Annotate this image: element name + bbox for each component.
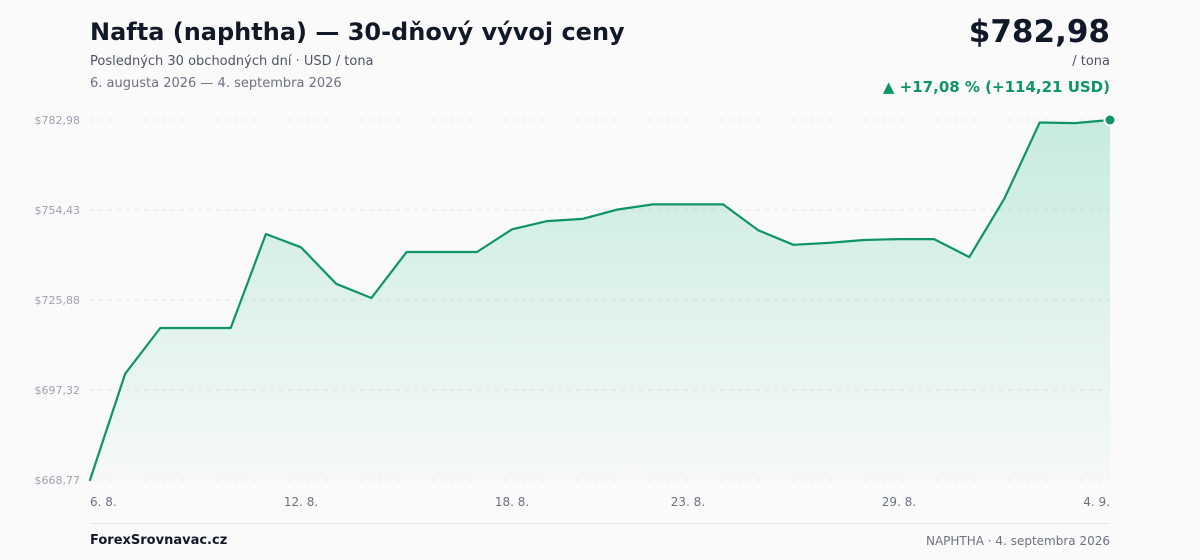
price-area [90,120,1110,480]
date-range: 6. augusta 2026 — 4. septembra 2026 [90,76,342,91]
x-tick-label: 23. 8. [671,495,705,509]
y-tick-label: $668,77 [35,474,81,487]
brand-name: ForexSrovnavac.cz [90,533,228,548]
chart-subtitle: Posledných 30 obchodných dní · USD / ton… [90,54,374,69]
x-tick-label: 18. 8. [495,495,529,509]
x-tick-label: 4. 9. [1083,495,1110,509]
y-tick-label: $725,88 [35,294,81,307]
x-tick-label: 6. 8. [90,495,117,509]
y-tick-label: $782,98 [35,114,81,127]
price-line [88,118,1112,482]
last-point-marker [1103,113,1117,127]
y-tick-label: $697,32 [35,384,81,397]
x-tick-label: 29. 8. [882,495,916,509]
footer-note: NAPHTHA · 4. septembra 2026 [925,534,1110,548]
price-unit: / tona [1072,54,1110,69]
current-price: $782,98 [968,14,1110,50]
y-tick-label: $754,43 [35,204,81,217]
footer-divider [90,523,1110,524]
price-change: ▲ +17,08 % (+114,21 USD) [882,78,1110,96]
x-tick-label: 12. 8. [284,495,318,509]
chart-title: Nafta (naphtha) — 30-dňový vývoj ceny [90,18,625,46]
